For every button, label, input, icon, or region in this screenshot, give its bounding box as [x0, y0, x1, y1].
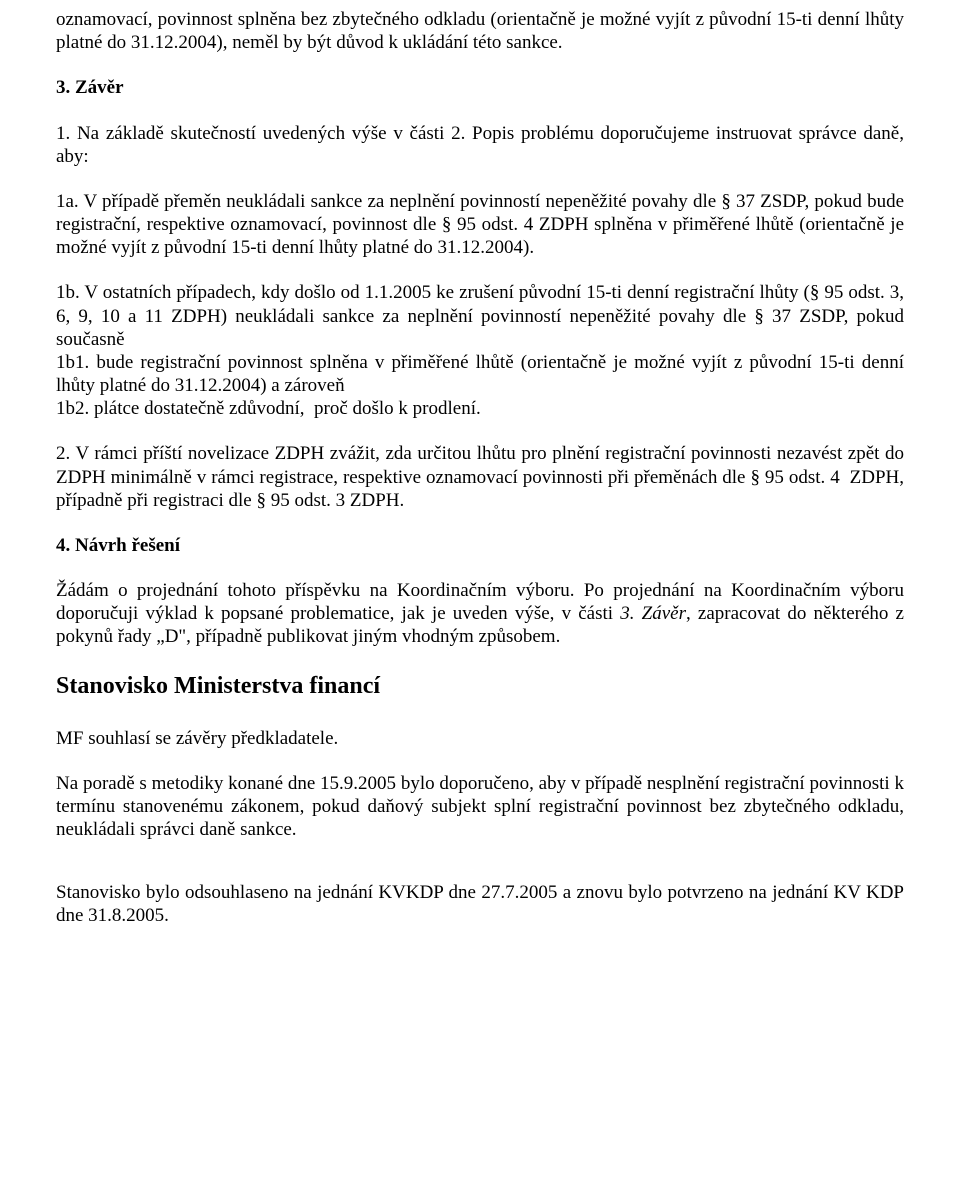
paragraph-mf1: MF souhlasí se závěry předkladatele. — [56, 727, 904, 750]
paragraph-mf3: Stanovisko bylo odsouhlaseno na jednání … — [56, 881, 904, 927]
navrh-text-italic: 3. Závěr — [620, 603, 686, 624]
heading-stanovisko: Stanovisko Ministerstva financí — [56, 671, 904, 701]
paragraph-1: 1. Na základě skutečností uvedených výše… — [56, 122, 904, 168]
paragraph-1a: 1a. V případě přeměn neukládali sankce z… — [56, 190, 904, 260]
paragraph-navrh: Žádám o projednání tohoto příspěvku na K… — [56, 579, 904, 649]
paragraph-mf2: Na poradě s metodiky konané dne 15.9.200… — [56, 772, 904, 842]
paragraph-2: 2. V rámci příští novelizace ZDPH zvážit… — [56, 442, 904, 512]
heading-navrh: 4. Návrh řešení — [56, 534, 904, 557]
paragraph-1b: 1b. V ostatních případech, kdy došlo od … — [56, 281, 904, 420]
paragraph-top: oznamovací, povinnost splněna bez zbyteč… — [56, 8, 904, 54]
heading-zaver: 3. Závěr — [56, 76, 904, 99]
